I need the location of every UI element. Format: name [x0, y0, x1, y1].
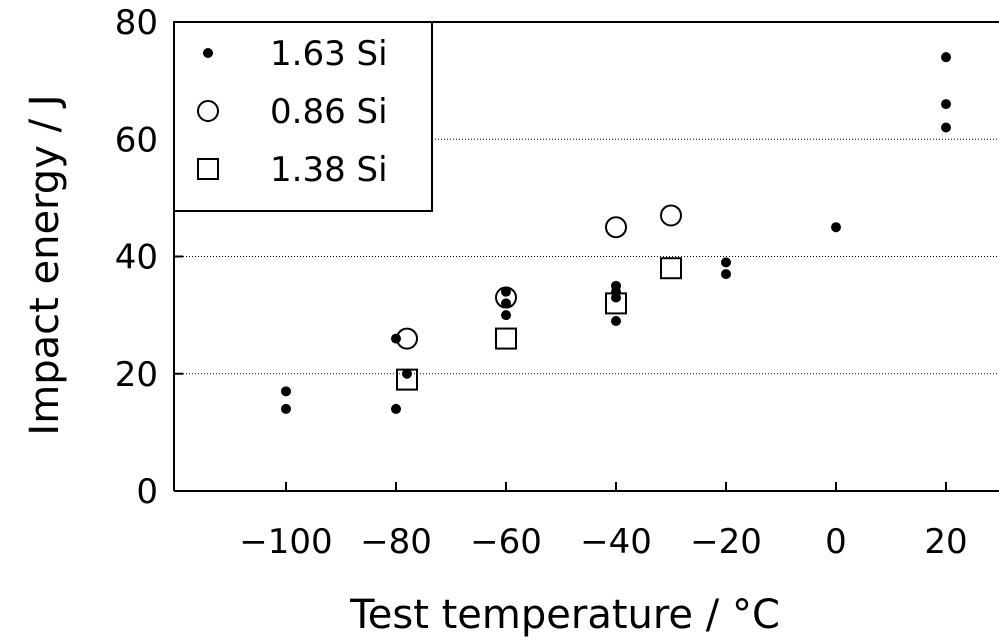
x-tick-label: −60 [470, 522, 542, 562]
data-point-dot [831, 222, 841, 233]
grid-lines [174, 138, 999, 375]
data-point-open-square [660, 257, 682, 280]
y-tick-label: 40 [115, 238, 158, 278]
data-points [281, 52, 951, 414]
y-tick-label: 80 [115, 3, 158, 43]
y-tick-label: 0 [136, 472, 158, 512]
data-point-dot [611, 315, 621, 326]
y-tick-label: 20 [115, 355, 158, 395]
data-point-dot [281, 386, 291, 397]
data-point-open-square [495, 327, 517, 350]
data-point-dot [281, 403, 291, 414]
y-tick-label: 60 [115, 120, 158, 160]
data-point-dot [611, 292, 621, 303]
data-point-dot [501, 310, 511, 321]
data-point-dot [941, 52, 951, 63]
x-tick-label: 20 [924, 522, 967, 562]
data-point-open-circle [605, 216, 627, 239]
legend-label: 0.86 Si [270, 92, 388, 132]
data-point-dot [391, 403, 401, 414]
data-point-dot [721, 257, 731, 268]
x-axis-ticks: −100 −80 −60 −40 −20 0 20 [239, 482, 968, 562]
data-point-open-circle [660, 204, 682, 227]
data-point-open-circle [396, 327, 418, 350]
x-tick-label: −100 [239, 522, 332, 562]
legend: 1.63 Si 0.86 Si 1.38 Si [173, 21, 433, 212]
data-point-dot [941, 99, 951, 110]
y-axis-ticks: 0 20 40 60 80 [115, 3, 183, 512]
x-tick-label: 0 [825, 522, 847, 562]
x-tick-label: −80 [360, 522, 432, 562]
data-point-open-square [396, 368, 418, 391]
data-point-dot [501, 298, 511, 309]
data-point-dot [402, 368, 412, 379]
x-tick-label: −20 [690, 522, 762, 562]
legend-label: 1.38 Si [270, 150, 388, 190]
legend-marker-dot [203, 48, 213, 58]
data-point-dot [721, 269, 731, 280]
legend-marker-open-circle [197, 100, 219, 122]
data-point-open-square [605, 292, 627, 315]
legend-label: 1.63 Si [270, 34, 388, 74]
y-axis-title: Impact energy / J [22, 94, 68, 435]
data-point-open-circle [495, 286, 517, 309]
data-point-dot [501, 286, 511, 297]
x-tick-label: −40 [580, 522, 652, 562]
x-axis-title: Test temperature / °C [349, 592, 780, 638]
data-point-dot [941, 122, 951, 133]
legend-marker-open-square [197, 158, 219, 180]
